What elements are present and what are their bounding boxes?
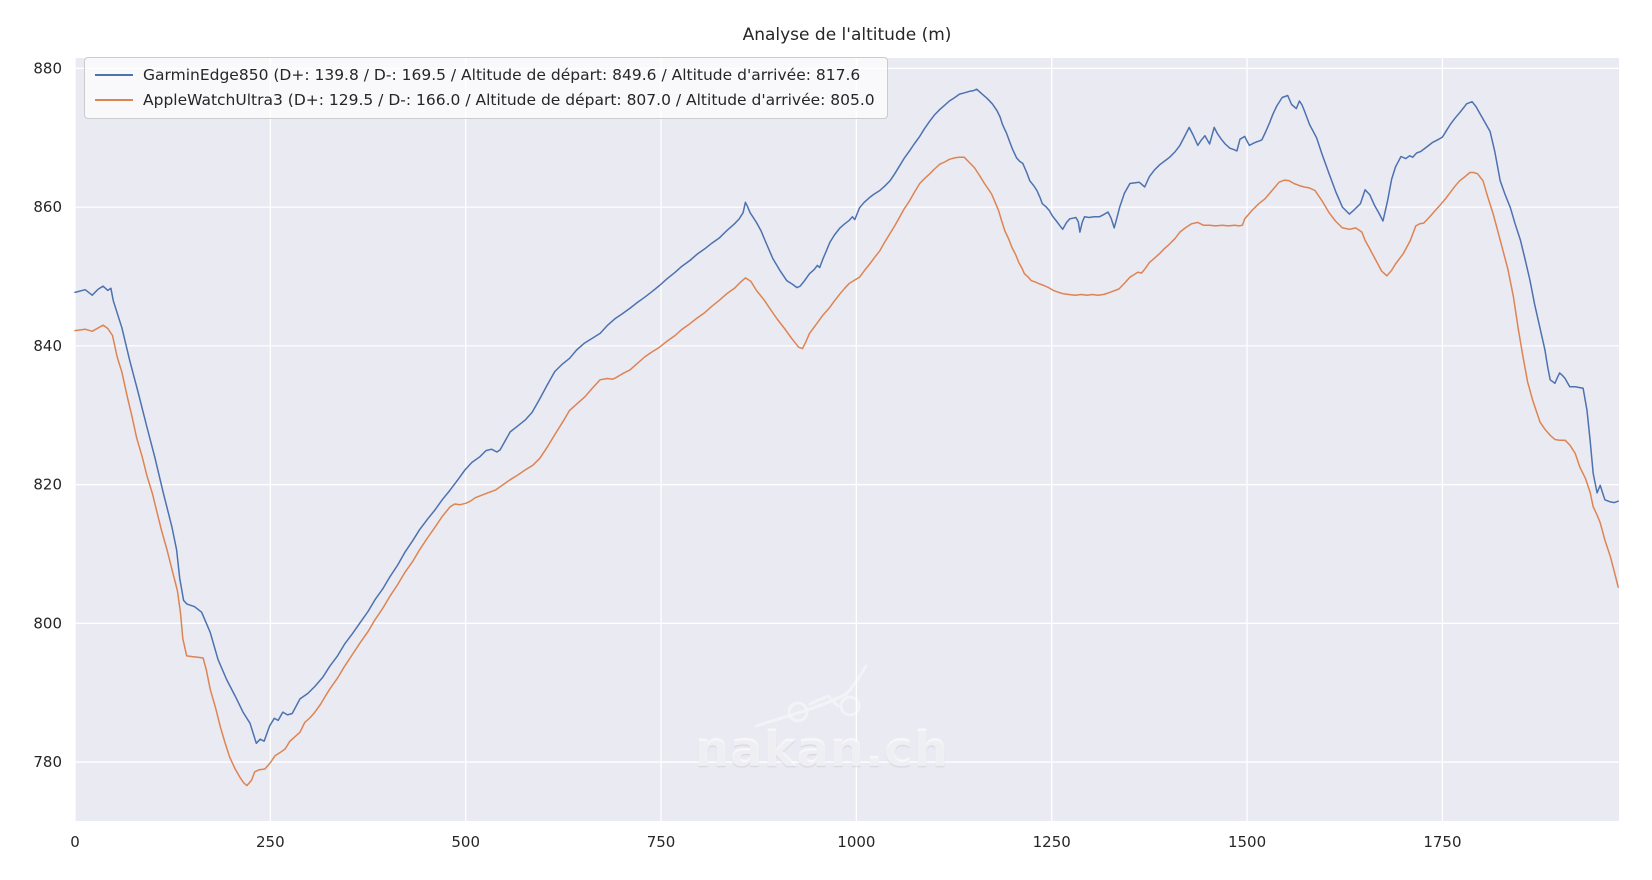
x-tick-label: 0 [70,833,80,851]
x-tick-label: 250 [256,833,285,851]
chart-title: Analyse de l'altitude (m) [742,25,952,45]
series-line-applewatchultra3 [74,156,1619,787]
garmin-legend-label: GarminEdge850 (D+: 139.8 / D-: 169.5 / A… [143,66,861,84]
x-tick-label: 1000 [837,833,875,851]
legend-item-apple[interactable]: AppleWatchUltra3 (D+: 129.5 / D-: 166.0 … [95,89,875,111]
y-tick-label: 880 [33,59,62,77]
x-tick-label: 1750 [1423,833,1461,851]
y-tick-label: 820 [33,476,62,494]
series-line-garminedge850 [74,88,1619,745]
plot-background [75,58,1619,821]
y-tick-label: 780 [33,753,62,771]
x-tick-label: 500 [451,833,480,851]
y-tick-label: 840 [33,337,62,355]
x-tick-label: 1250 [1033,833,1071,851]
apple-legend-label: AppleWatchUltra3 (D+: 129.5 / D-: 166.0 … [143,91,875,109]
legend: GarminEdge850 (D+: 139.8 / D-: 169.5 / A… [84,57,888,119]
garmin-line-swatch [95,74,133,76]
x-tick-label: 750 [647,833,676,851]
apple-line-swatch [95,99,133,101]
x-tick-label: 1500 [1228,833,1266,851]
y-tick-label: 860 [33,198,62,216]
legend-item-garmin[interactable]: GarminEdge850 (D+: 139.8 / D-: 169.5 / A… [95,64,875,86]
y-tick-label: 800 [33,614,62,632]
